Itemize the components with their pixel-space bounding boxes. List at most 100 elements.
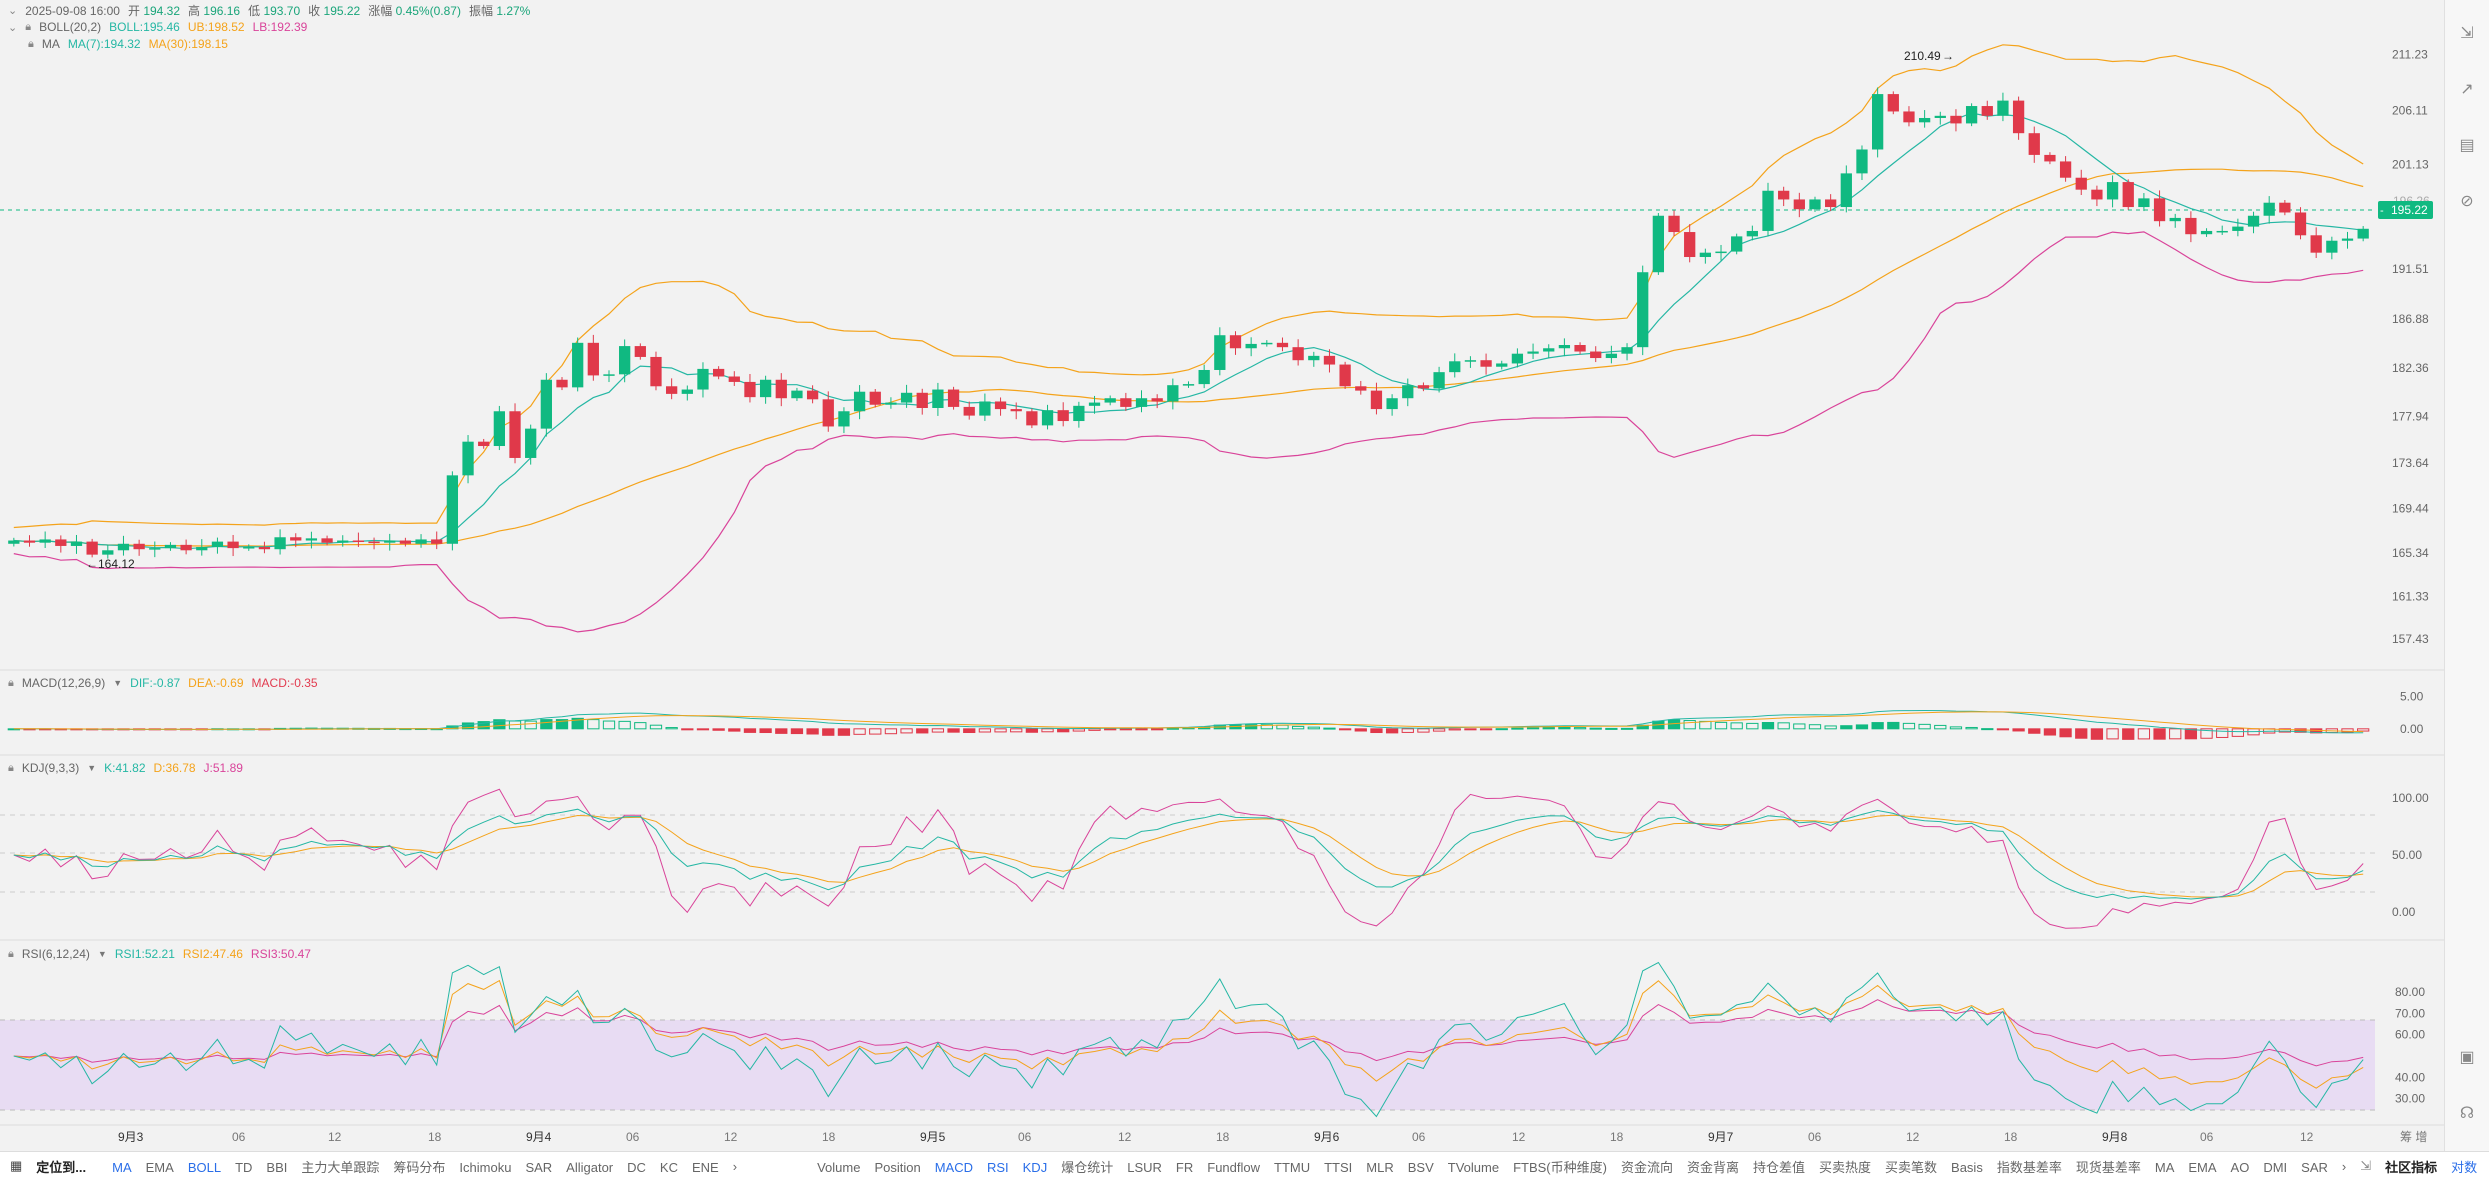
toolbar-sub-indicator-16[interactable]: 资金背离: [1686, 1159, 1739, 1175]
open-label: 开: [127, 4, 140, 18]
candle-up: [1104, 398, 1116, 403]
collapse-icon[interactable]: ⌄: [8, 21, 18, 34]
toolbar-sub-indicator-27[interactable]: SAR: [2301, 1159, 2328, 1175]
support-icon[interactable]: ☊: [2459, 1105, 2475, 1122]
boll-legend[interactable]: ⌄ 🔒︎ BOLL(20,2) BOLL:195.46 UB:198.52 LB…: [8, 20, 307, 34]
toolbar-sub-indicator-24[interactable]: EMA: [2188, 1159, 2217, 1175]
amp-value: 1.27%: [496, 4, 531, 18]
candle-down: [712, 368, 725, 377]
macd-bar-up: [634, 722, 647, 730]
high-value: 196.16: [203, 4, 241, 18]
candle-up: [525, 428, 537, 458]
toolbar-sub-indicator-12[interactable]: BSV: [1407, 1159, 1434, 1175]
community-indicators[interactable]: 社区指标: [2385, 1159, 2438, 1175]
dropdown-icon[interactable]: ▼: [113, 678, 123, 688]
toolbar-sub-indicator-9[interactable]: TTMU: [1274, 1159, 1311, 1175]
lock-icon[interactable]: 🔒︎: [8, 947, 14, 960]
toolbar-main-indicator-11[interactable]: KC: [659, 1159, 678, 1175]
candle-down: [587, 342, 599, 376]
toolbar-sub-indicator-26[interactable]: DMI: [2263, 1159, 2288, 1175]
toolbar-sub-indicator-4[interactable]: KDJ: [1022, 1159, 1048, 1175]
indicator-toolbar: ▦ 定位到... MA EMA BOLL TD BBI 主力大单跟踪 筹码分布 Ichimok…: [0, 1151, 2489, 1180]
collapse-icon[interactable]: ⌄: [8, 5, 18, 17]
toolbar-sub-indicator-0[interactable]: Volume: [817, 1159, 861, 1175]
toolbar-main-indicator-8[interactable]: SAR: [525, 1159, 553, 1175]
toolbar-sub-indicator-8[interactable]: Fundflow: [1207, 1159, 1260, 1175]
candle-up: [164, 544, 177, 549]
toolbar-sub-indicator-22[interactable]: 现货基差率: [2075, 1159, 2141, 1175]
candle-down: [1417, 385, 1430, 389]
lock-icon[interactable]: 🔒︎: [8, 761, 14, 774]
drawing-icon[interactable]: ↗: [2460, 81, 2474, 98]
more-arrow[interactable]: ›: [732, 1158, 738, 1174]
toolbar-sub-indicator-14[interactable]: FTBS(币种维度): [1513, 1159, 1607, 1175]
lock-icon[interactable]: 🔒︎: [25, 20, 32, 33]
toolbar-main-indicator-0[interactable]: MA: [112, 1159, 132, 1175]
toolbar-main-indicator-7[interactable]: Ichimoku: [459, 1159, 512, 1175]
candle-down: [1825, 199, 1837, 208]
calendar-icon[interactable]: ▦: [10, 1158, 23, 1173]
dropdown-icon[interactable]: ▼: [87, 763, 97, 773]
boll-lb: LB:192.39: [252, 20, 308, 34]
candle-up: [2357, 228, 2369, 239]
more-arrow-right[interactable]: ›: [2341, 1158, 2347, 1174]
toolbar-sub-indicator-7[interactable]: FR: [1175, 1159, 1194, 1175]
toolbar-main-indicator-2[interactable]: BOLL: [187, 1159, 222, 1175]
log-toggle[interactable]: 对数: [2451, 1159, 2478, 1175]
locate-button[interactable]: 定位到...: [36, 1159, 87, 1175]
macd-bar-down: [2028, 728, 2041, 734]
toolbar-sub-indicator-6[interactable]: LSUR: [1127, 1159, 1162, 1175]
macd-bar-down: [931, 728, 945, 733]
lock-icon[interactable]: 🔒︎: [8, 676, 14, 689]
toolbar-main-indicator-6[interactable]: 筹码分布: [393, 1159, 446, 1175]
toolbar-sub-indicator-3[interactable]: RSI: [986, 1159, 1009, 1175]
candle-down: [399, 540, 412, 544]
toolbar-main-indicator-12[interactable]: ENE: [691, 1159, 719, 1175]
rsi-axis-label: 70.00: [2395, 1006, 2425, 1020]
lock-icon[interactable]: 🔒︎: [28, 37, 34, 50]
toolbar-sub-indicator-15[interactable]: 资金流向: [1620, 1159, 1673, 1175]
price-axis-label: 206.11: [2392, 103, 2428, 117]
x-axis-label: 06: [232, 1130, 246, 1144]
toolbar-sub-indicator-17[interactable]: 持仓差值: [1752, 1159, 1805, 1175]
toolbar-sub-indicator-5[interactable]: 爆仓统计: [1061, 1159, 1114, 1175]
toolbar-sub-indicator-11[interactable]: MLR: [1366, 1159, 1394, 1175]
toolbar-sub-indicator-21[interactable]: 指数基差率: [1996, 1159, 2062, 1175]
toolbar-sub-indicator-19[interactable]: 买卖笔数: [1885, 1159, 1938, 1175]
toolbar-sub-indicator-18[interactable]: 买卖热度: [1819, 1159, 1872, 1175]
community-icon[interactable]: ⇲: [2360, 1158, 2372, 1173]
macd-bar-down: [1104, 728, 1117, 731]
rsi-legend[interactable]: 🔒︎ RSI(6,12,24) ▼ RSI1:52.21 RSI2:47.46 …: [8, 947, 311, 961]
indicator-icon[interactable]: ▤: [2459, 137, 2475, 154]
open-value: 194.32: [143, 4, 181, 18]
toolbar-main-indicator-1[interactable]: EMA: [145, 1159, 174, 1175]
toolbar-sub-indicator-13[interactable]: TVolume: [1447, 1159, 1500, 1175]
macd-bar-down: [712, 728, 725, 731]
toolbar-sub-indicator-20[interactable]: Basis: [1951, 1159, 1983, 1175]
kdj-legend[interactable]: 🔒︎ KDJ(9,3,3) ▼ K:41.82 D:36.78 J:51.89: [8, 761, 243, 775]
macd-legend[interactable]: 🔒︎ MACD(12,26,9) ▼ DIF:-0.87 DEA:-0.69 M…: [8, 676, 318, 690]
candle-up: [446, 475, 459, 544]
toolbar-main-indicator-10[interactable]: DC: [627, 1159, 646, 1175]
ma30-value: MA(30):198.15: [148, 37, 228, 51]
toolbar-main-indicator-4[interactable]: BBI: [266, 1159, 288, 1175]
compare-icon[interactable]: ⊘: [2460, 193, 2474, 210]
toolbar-main-indicator-9[interactable]: Alligator: [566, 1159, 614, 1175]
layout-icon[interactable]: ▣: [2459, 1049, 2475, 1066]
toolbar-sub-indicator-2[interactable]: MACD: [934, 1159, 973, 1175]
ma-legend[interactable]: 🔒︎ MA MA(7):194.32 MA(30):198.15: [28, 37, 228, 51]
macd-bar-down: [2357, 728, 2370, 732]
dropdown-icon[interactable]: ▼: [97, 949, 107, 959]
toolbar-sub-indicator-10[interactable]: TTSI: [1324, 1159, 1353, 1175]
toolbar-sub-indicator-25[interactable]: AO: [2230, 1159, 2250, 1175]
candle-up: [1997, 100, 2009, 116]
macd-bar-up: [1934, 724, 1947, 730]
candle-down: [2075, 177, 2087, 190]
toolbar-sub-indicator-1[interactable]: Position: [874, 1159, 921, 1175]
toolbar-sub-indicator-23[interactable]: MA: [2154, 1159, 2175, 1175]
export-icon[interactable]: ⇲: [2460, 25, 2474, 42]
toolbar-main-indicator-5[interactable]: 主力大单跟踪: [301, 1159, 380, 1175]
toolbar-main-indicator-3[interactable]: TD: [235, 1159, 253, 1175]
kdj-j: J:51.89: [203, 761, 243, 775]
